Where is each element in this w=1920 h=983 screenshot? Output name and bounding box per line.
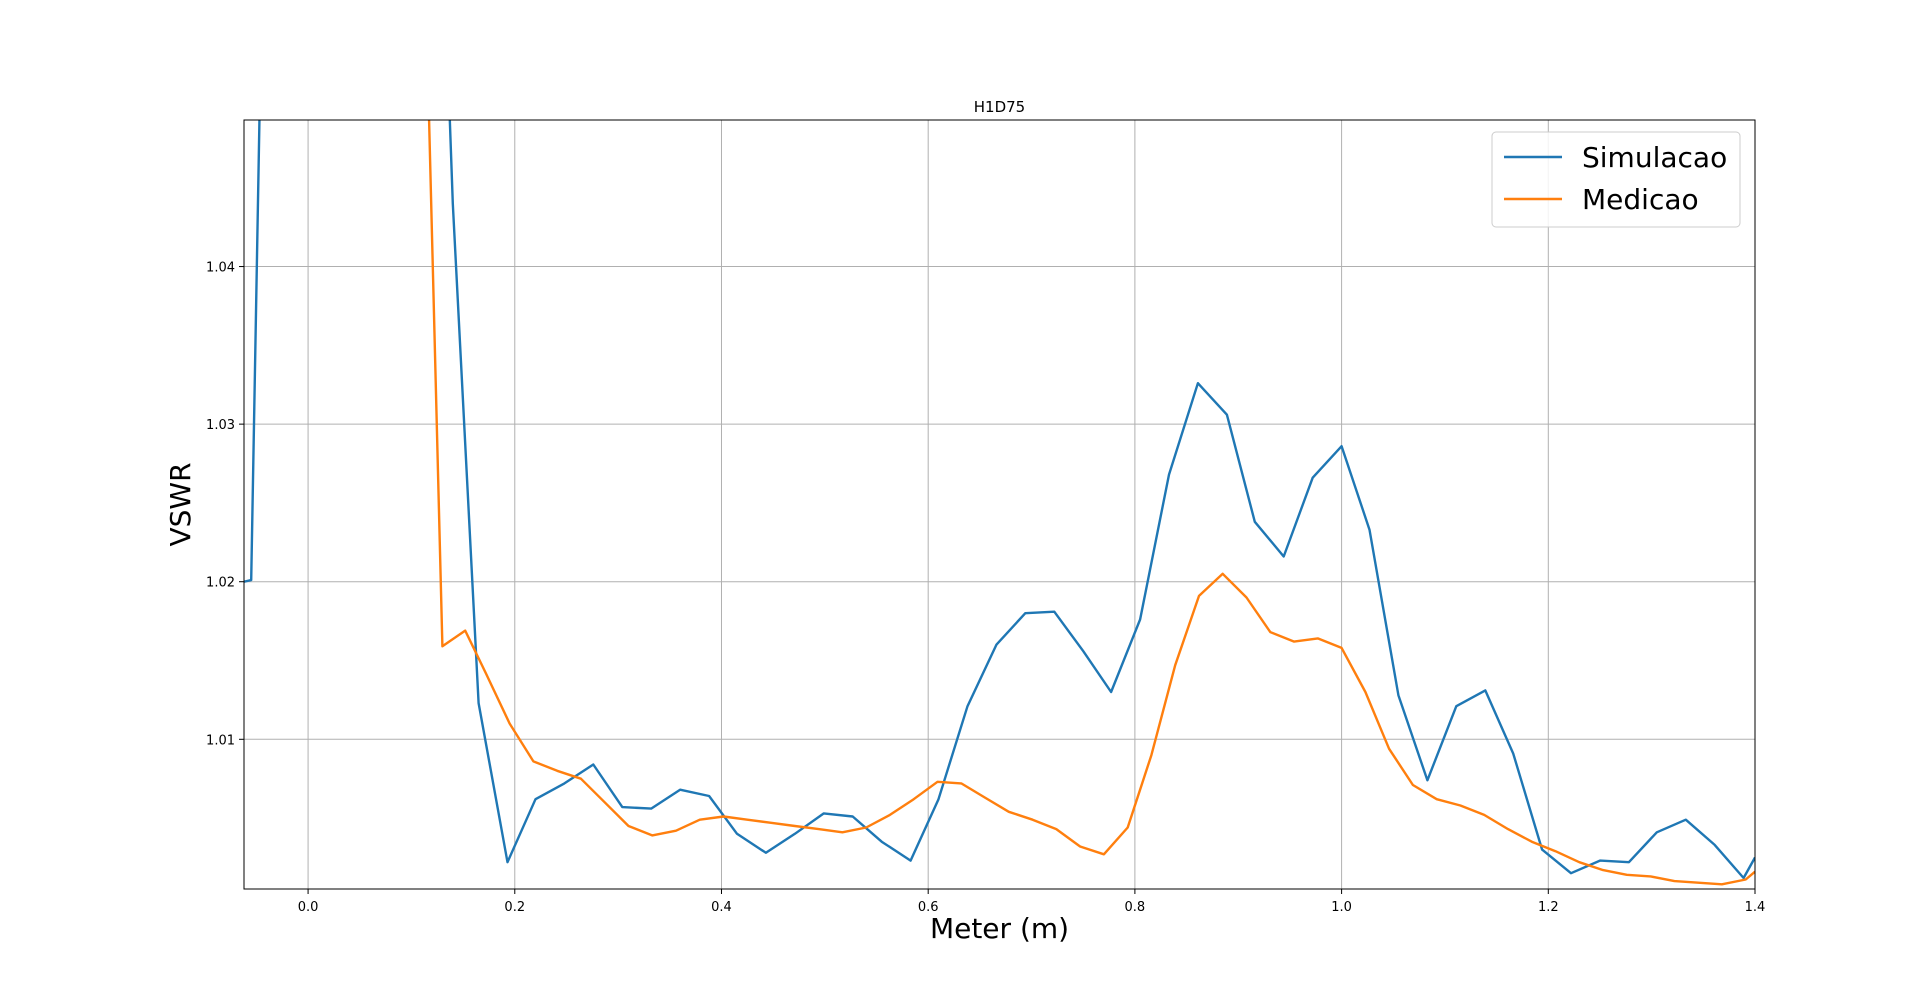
y-axis-label: VSWR: [164, 462, 197, 546]
series-line-simulacao: [244, 120, 1755, 880]
chart-title: H1D75: [974, 98, 1025, 116]
x-tick-label: 1.4: [1745, 900, 1766, 915]
y-tick-label: 1.01: [206, 733, 235, 748]
series-layer: [244, 120, 1755, 886]
x-tick-label: 1.2: [1538, 900, 1559, 915]
x-tick-label: 0.4: [711, 900, 732, 915]
legend: Simulacao Medicao: [1491, 131, 1741, 228]
y-tick-label: 1.02: [206, 576, 235, 591]
axis-ticks: 0.0 0.2 0.4 0.6 0.8 1.0 1.2 1.4 1.01 1.02 1.03 1.04: [206, 261, 1765, 915]
legend-label: Simulacao: [1582, 141, 1727, 174]
legend-box: [1491, 131, 1741, 228]
x-tick-label: 0.0: [298, 900, 319, 915]
y-tick-label: 1.04: [206, 261, 235, 276]
x-axis-label: Meter (m): [930, 912, 1069, 945]
x-tick-label: 1.0: [1331, 900, 1352, 915]
x-tick-label: 0.8: [1125, 900, 1146, 915]
grid-lines: [244, 120, 1756, 889]
legend-label: Medicao: [1582, 183, 1699, 216]
y-tick-label: 1.03: [206, 418, 235, 433]
plot-frame: [243, 119, 1756, 890]
x-tick-label: 0.6: [918, 900, 939, 915]
series-line-medicao: [427, 120, 1755, 886]
x-tick-label: 0.2: [504, 900, 525, 915]
